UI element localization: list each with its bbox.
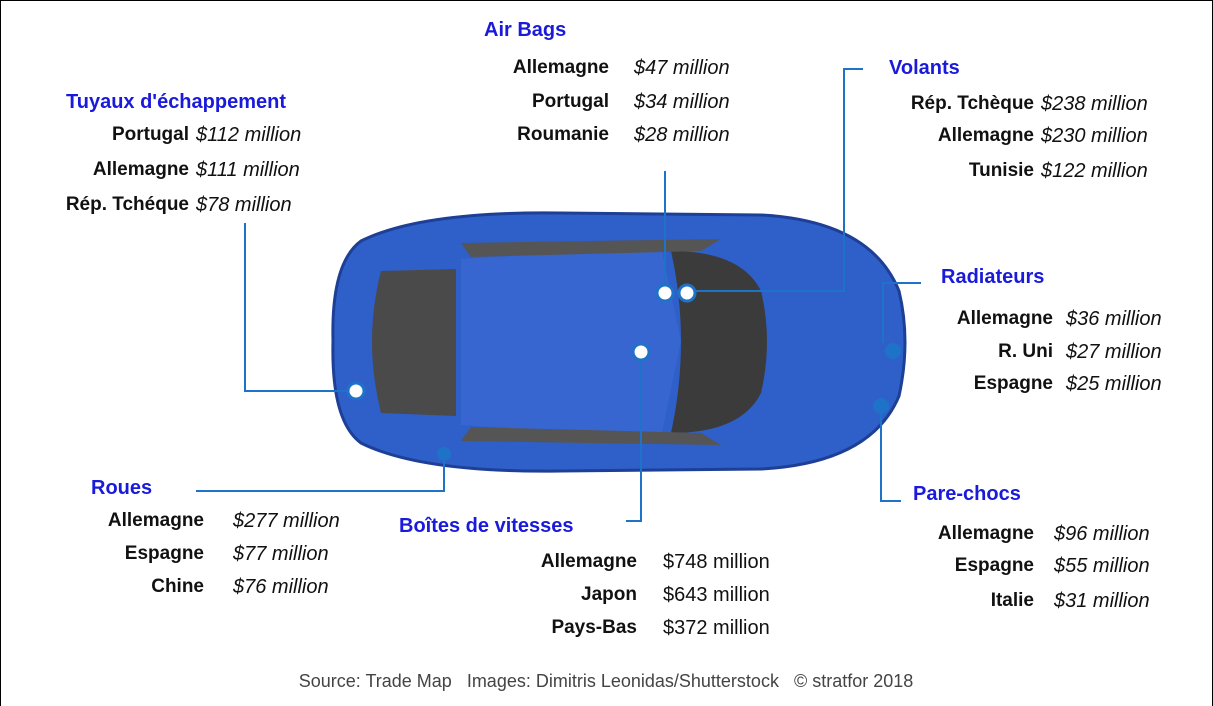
country: Roumanie: [517, 124, 609, 146]
value: $748 million: [663, 551, 770, 574]
value: $111 million: [196, 159, 300, 182]
country: Pays-Bas: [551, 617, 637, 639]
country: Italie: [991, 590, 1034, 612]
country: Espagne: [974, 373, 1053, 395]
country: Tunisie: [969, 160, 1034, 182]
value: $372 million: [663, 617, 770, 640]
value: $230 million: [1041, 125, 1148, 148]
value: $122 million: [1041, 160, 1148, 183]
group-title: Pare-chocs: [913, 483, 1021, 506]
value: $78 million: [196, 194, 292, 217]
value: $25 million: [1066, 373, 1162, 396]
value: $76 million: [233, 576, 329, 599]
value: $112 million: [196, 124, 301, 147]
value: $27 million: [1066, 341, 1162, 364]
value: $77 million: [233, 543, 329, 566]
infographic: Source: Trade Map Images: Dimitris Leoni…: [0, 0, 1213, 706]
country: Rép. Tchéque: [66, 194, 189, 216]
value: $96 million: [1054, 523, 1150, 546]
country: Allemagne: [957, 308, 1053, 330]
country: Espagne: [125, 543, 204, 565]
country: Rép. Tchèque: [911, 93, 1034, 115]
country: Allemagne: [541, 551, 637, 573]
group-title: Tuyaux d'échappement: [66, 91, 286, 114]
country: Portugal: [112, 124, 189, 146]
country: Allemagne: [93, 159, 189, 181]
group-title: Boîtes de vitesses: [399, 515, 574, 538]
country: Japon: [581, 584, 637, 606]
country: Allemagne: [938, 523, 1034, 545]
value: $28 million: [634, 124, 730, 147]
car: [333, 213, 905, 471]
value: $47 million: [634, 57, 730, 80]
country: Espagne: [955, 555, 1034, 577]
country: R. Uni: [998, 341, 1053, 363]
value: $277 million: [233, 510, 340, 533]
value: $643 million: [663, 584, 770, 607]
value: $238 million: [1041, 93, 1148, 116]
value: $31 million: [1054, 590, 1150, 613]
source: Source: Trade Map Images: Dimitris Leoni…: [0, 671, 1213, 692]
country: Portugal: [532, 91, 609, 113]
value: $36 million: [1066, 308, 1162, 331]
value: $34 million: [634, 91, 730, 114]
country: Allemagne: [108, 510, 204, 532]
country: Allemagne: [513, 57, 609, 79]
group-title: Volants: [889, 57, 960, 80]
country: Allemagne: [938, 125, 1034, 147]
group-title: Roues: [91, 477, 152, 500]
value: $55 million: [1054, 555, 1150, 578]
country: Chine: [151, 576, 204, 598]
group-title: Radiateurs: [941, 266, 1044, 289]
group-title: Air Bags: [484, 19, 566, 42]
